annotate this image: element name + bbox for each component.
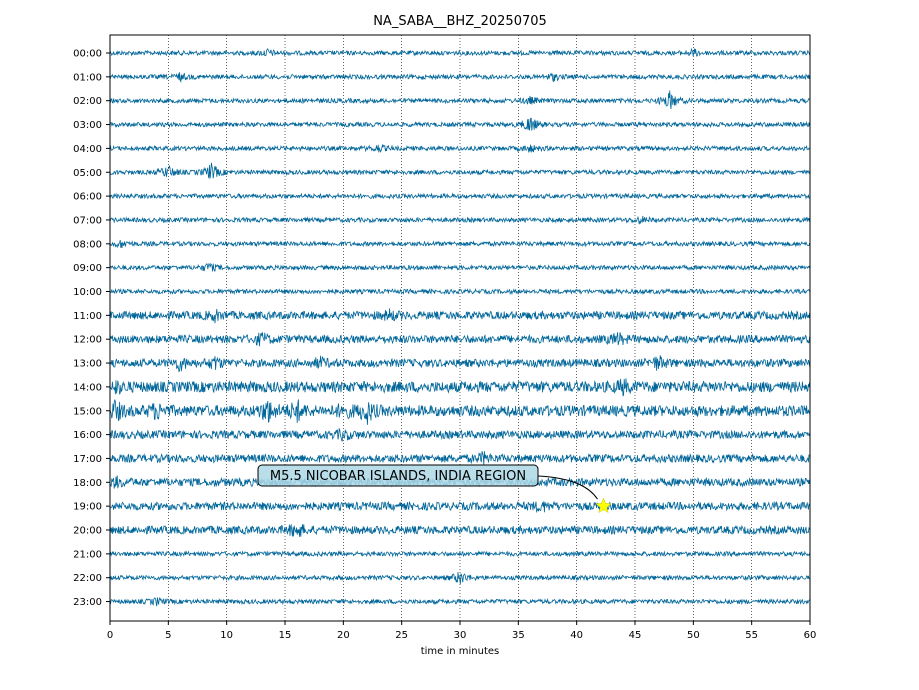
x-tick-label: 60 xyxy=(804,630,817,641)
x-tick-label: 20 xyxy=(337,630,350,641)
trace-1200 xyxy=(109,332,810,347)
y-tick-label: 03:00 xyxy=(73,120,102,131)
x-tick-label: 45 xyxy=(629,630,642,641)
trace-1600 xyxy=(109,427,810,442)
y-tick-label: 09:00 xyxy=(73,263,102,274)
trace-0300 xyxy=(109,117,810,131)
event-annotation: M5.5 NICOBAR ISLANDS, INDIA REGION xyxy=(257,464,612,514)
y-tick-label: 20:00 xyxy=(73,526,102,537)
x-tick-label: 15 xyxy=(279,630,292,641)
trace-0600 xyxy=(109,192,810,200)
x-tick-label: 40 xyxy=(570,630,583,641)
y-tick-label: 05:00 xyxy=(73,168,102,179)
trace-1500 xyxy=(109,399,810,425)
y-tick-label: 02:00 xyxy=(73,96,102,107)
y-tick-label: 15:00 xyxy=(73,406,102,417)
x-tick-label: 5 xyxy=(165,630,171,641)
trace-0700 xyxy=(109,215,810,225)
y-tick-label: 23:00 xyxy=(73,597,102,608)
y-tick-label: 00:00 xyxy=(73,49,102,60)
annotation-arrow xyxy=(537,475,598,500)
trace-0000 xyxy=(109,47,810,57)
y-tick-label: 17:00 xyxy=(73,454,102,465)
x-tick-label: 0 xyxy=(107,630,113,641)
annotation-label: M5.5 NICOBAR ISLANDS, INDIA REGION xyxy=(270,469,526,484)
y-axis-hour-labels: 00:00 01:00 02:00 03:00 04:00 05:00 06:00 07:00… xyxy=(73,49,110,608)
y-tick-label: 22:00 xyxy=(73,573,102,584)
trace-0200 xyxy=(109,90,810,110)
trace-0900 xyxy=(109,262,810,272)
chart-title: NA_SABA__BHZ_20250705 xyxy=(373,14,547,29)
x-tick-label: 30 xyxy=(454,630,467,641)
y-tick-label: 13:00 xyxy=(73,359,102,370)
y-tick-label: 11:00 xyxy=(73,311,102,322)
seismic-traces xyxy=(109,47,810,607)
y-tick-label: 04:00 xyxy=(73,144,102,155)
y-tick-label: 06:00 xyxy=(73,192,102,203)
x-tick-label: 35 xyxy=(512,630,525,641)
trace-0800 xyxy=(109,239,810,249)
x-tick-label: 55 xyxy=(745,630,758,641)
trace-1000 xyxy=(109,287,810,296)
x-tick-label: 10 xyxy=(220,630,233,641)
x-tick-label: 25 xyxy=(395,630,408,641)
trace-2300 xyxy=(109,596,810,607)
y-tick-label: 14:00 xyxy=(73,382,102,393)
event-star-marker xyxy=(595,497,612,514)
y-tick-label: 01:00 xyxy=(73,72,102,83)
trace-1900 xyxy=(109,500,810,514)
y-tick-label: 16:00 xyxy=(73,430,102,441)
y-tick-label: 10:00 xyxy=(73,287,102,298)
y-tick-label: 07:00 xyxy=(73,215,102,226)
trace-2100 xyxy=(109,550,810,558)
trace-0500 xyxy=(109,162,810,180)
x-tick-label: 50 xyxy=(687,630,700,641)
annotation-box xyxy=(257,464,539,487)
y-tick-label: 21:00 xyxy=(73,549,102,560)
trace-2200 xyxy=(109,572,810,584)
y-tick-label: 18:00 xyxy=(73,478,102,489)
trace-0400 xyxy=(109,143,810,153)
y-tick-label: 08:00 xyxy=(73,239,102,250)
y-tick-label: 12:00 xyxy=(73,335,102,346)
x-axis-label: time in minutes xyxy=(421,646,500,657)
x-axis-ticks: 0 5 10 15 20 25 30 35 40 45 50 55 60 xyxy=(107,621,817,641)
y-tick-label: 19:00 xyxy=(73,502,102,513)
trace-1700 xyxy=(109,451,810,465)
trace-1300 xyxy=(109,355,810,373)
trace-2000 xyxy=(109,523,810,537)
trace-1100 xyxy=(109,308,810,324)
trace-1400 xyxy=(109,378,810,397)
trace-0100 xyxy=(109,72,810,83)
